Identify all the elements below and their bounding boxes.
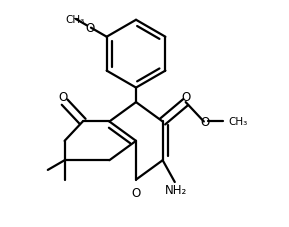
Text: CH₃: CH₃	[228, 117, 247, 127]
Text: O: O	[200, 116, 210, 128]
Text: O: O	[59, 90, 68, 103]
Text: NH₂: NH₂	[165, 183, 187, 196]
Text: O: O	[85, 22, 94, 35]
Text: O: O	[131, 186, 141, 199]
Text: CH₃: CH₃	[65, 15, 84, 25]
Text: O: O	[181, 90, 190, 103]
